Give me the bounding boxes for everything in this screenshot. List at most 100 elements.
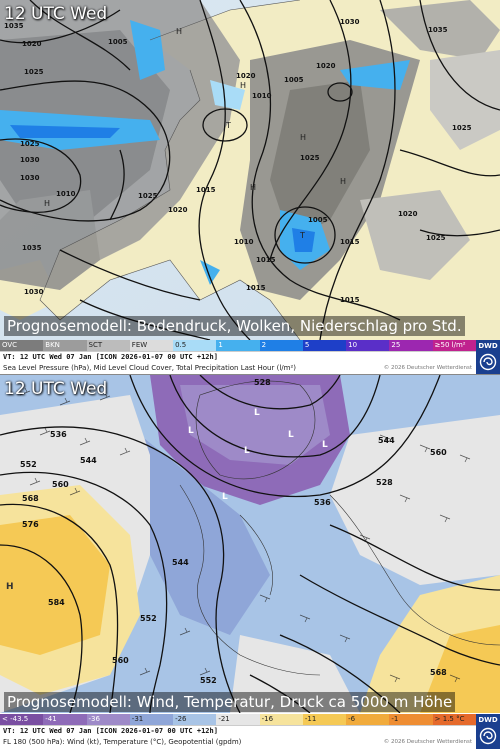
legend-swatch: > 1.5 °C	[432, 714, 476, 725]
legend-swatch: -1	[389, 714, 433, 725]
low-center-label: L	[244, 446, 250, 456]
high-pressure-label: H	[300, 133, 306, 142]
legend-swatch: -41	[43, 714, 87, 725]
legend-swatch: -31	[129, 714, 174, 725]
high-pressure-label: H	[176, 27, 182, 36]
legend-label: -1	[391, 715, 399, 723]
temperature-legend: < -43.5 -41 -36 -31 -26 -21 -16 -11 -6 -1 > 1.5 °C	[0, 714, 476, 725]
isobar-label-group: 1030 1035 1005 1025 1035 1020 1010 1005 …	[4, 18, 472, 304]
isobar-label: 1015	[340, 296, 360, 304]
legend-swatch: < -43.5	[0, 714, 44, 725]
legend-swatch: 1	[216, 340, 260, 351]
isobar-label: 1030	[20, 174, 40, 182]
height-label: 552	[200, 676, 217, 685]
height-label: 560	[112, 656, 129, 665]
high-pressure-label: H	[240, 81, 246, 90]
legend-swatch: BKN	[43, 340, 87, 351]
coastlines	[39, 0, 301, 340]
high-pressure-label: H	[250, 183, 256, 192]
legend-label: -26	[175, 715, 187, 723]
map-caption: Prognosemodell: Bodendruck, Wolken, Nied…	[4, 316, 465, 336]
legend-swatch: -21	[216, 714, 260, 725]
dwd-logo-badge: DWD	[476, 340, 500, 375]
upper-air-panel: 528 536 552 544 560 568 576 584 544 552 …	[0, 375, 500, 750]
legend-swatch: 5	[302, 340, 347, 351]
isobar-label: 1030	[340, 18, 360, 26]
height-label: 552	[140, 614, 157, 623]
isobar-label: 1010	[234, 238, 254, 246]
valid-time-text: VT: 12 UTC Wed 07 Jan [ICON 2026-01-07 0…	[3, 727, 218, 735]
legend-label: ≥50 l/m²	[434, 341, 466, 349]
isobars	[0, 0, 500, 340]
parameter-description: Sea Level Pressure (hPa), Mid Level Clou…	[3, 364, 296, 372]
isobar-label: 1030	[24, 288, 44, 296]
isobar-label: 1005	[284, 76, 304, 84]
legend-label: -41	[45, 715, 57, 723]
legend-swatch: -16	[259, 714, 303, 725]
isobar-label: 1015	[256, 256, 276, 264]
legend-swatch: 10	[346, 340, 390, 351]
legend-swatch: -11	[302, 714, 347, 725]
coastlines	[179, 380, 500, 676]
height-label: 536	[314, 498, 331, 507]
legend-label: 1	[218, 341, 223, 349]
isobar-label: 1025	[452, 124, 472, 132]
legend-label: FEW	[131, 341, 148, 349]
panel-divider	[0, 374, 500, 375]
height-label: 552	[20, 460, 37, 469]
valid-time-text: VT: 12 UTC Wed 07 Jan [ICON 2026-01-07 0…	[3, 353, 218, 361]
isobar-label: 1005	[308, 216, 328, 224]
isobar-label: 1030	[20, 156, 40, 164]
isobar-label: 1025	[138, 192, 158, 200]
isobar-label: 1020	[168, 206, 188, 214]
legend-swatch: ≥50 l/m²	[432, 340, 476, 351]
height-label: 560	[52, 480, 69, 489]
height-label: 568	[22, 494, 39, 503]
low-center-label: L	[222, 492, 228, 502]
legend-label: -31	[131, 715, 144, 723]
height-label: 528	[254, 378, 271, 387]
isobar-label: 1025	[24, 68, 44, 76]
legend-label: -36	[88, 715, 100, 723]
isobar-label: 1020	[316, 62, 336, 70]
height-label: 560	[430, 448, 447, 457]
legend-swatch: 2	[259, 340, 303, 351]
height-label: 568	[430, 668, 447, 677]
isobar-label: 1005	[108, 38, 128, 46]
legend-label: < -43.5	[2, 715, 29, 723]
copyright-text: © 2026 Deutscher Wetterdienst	[383, 365, 472, 371]
isobar-label: 1025	[300, 154, 320, 162]
legend-label: 0.5	[175, 341, 187, 349]
isobar-label: 1015	[196, 186, 216, 194]
height-label: 584	[48, 598, 65, 607]
isobar-label: 1035	[22, 244, 42, 252]
isobar-label: 1010	[252, 92, 272, 100]
legend-label: BKN	[45, 341, 60, 349]
upper-air-map: 528 536 552 544 560 568 576 584 544 552 …	[0, 375, 500, 713]
legend-label: SCT	[88, 341, 103, 349]
isobar-label: 1015	[246, 284, 266, 292]
dwd-logo-badge: DWD	[476, 714, 500, 749]
legend-swatch: 0.5	[173, 340, 217, 351]
map-metadata: VT: 12 UTC Wed 07 Jan [ICON 2026-01-07 0…	[0, 351, 476, 376]
legend-swatch: OVC	[0, 340, 44, 351]
legend-swatch: -6	[346, 714, 390, 725]
legend-label: -16	[261, 715, 274, 723]
isobar-label: 1025	[20, 140, 40, 148]
isobar-label: 1020	[398, 210, 418, 218]
pressure-center-group: H H H H H T T H	[44, 27, 346, 240]
temperature-fields	[0, 375, 500, 713]
legend-label: 25	[391, 341, 401, 349]
height-contours	[0, 375, 500, 713]
isobar-label: 1035	[428, 26, 448, 34]
dwd-logo-text: DWD	[478, 342, 498, 350]
legend-label: -11	[304, 715, 317, 723]
legend-swatch: FEW	[129, 340, 174, 351]
surface-pressure-map: 1030 1035 1005 1025 1035 1020 1010 1005 …	[0, 0, 500, 340]
isobar-label: 1010	[56, 190, 76, 198]
legend-label: 5	[304, 341, 310, 349]
surface-pressure-panel: 1030 1035 1005 1025 1035 1020 1010 1005 …	[0, 0, 500, 376]
forecast-time-label: 12 UTC Wed	[4, 379, 108, 399]
copyright-text: © 2026 Deutscher Wetterdienst	[383, 739, 472, 745]
height-label: 544	[80, 456, 97, 465]
